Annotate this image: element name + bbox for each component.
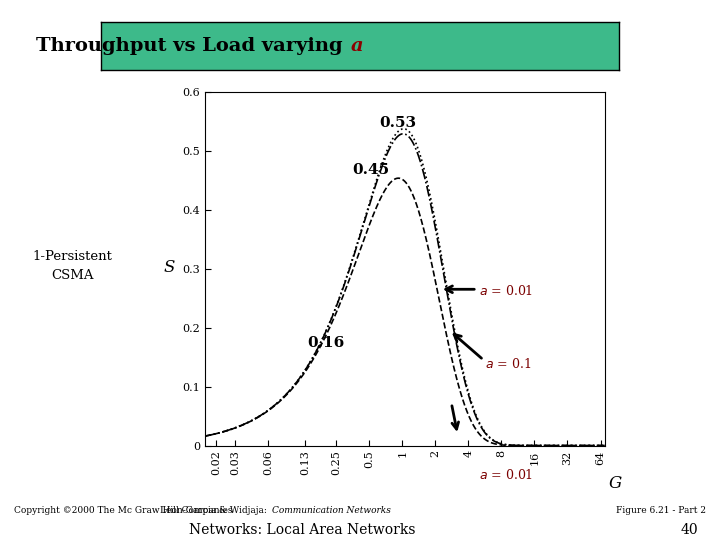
Text: 1-Persistent: 1-Persistent: [32, 250, 112, 263]
Text: Networks: Local Area Networks: Networks: Local Area Networks: [189, 523, 415, 537]
Text: 0.53: 0.53: [379, 116, 417, 130]
Text: Leon-Garcia & Widjaja:: Leon-Garcia & Widjaja:: [161, 506, 270, 515]
Text: G: G: [609, 475, 622, 492]
Text: 40: 40: [681, 523, 698, 537]
Text: $a$ = 0.01: $a$ = 0.01: [479, 468, 533, 482]
Text: 0.45: 0.45: [352, 163, 390, 177]
Text: $a$ = 0.1: $a$ = 0.1: [485, 357, 531, 371]
Text: Throughput vs Load varying: Throughput vs Load varying: [36, 37, 350, 55]
Text: Communication Networks: Communication Networks: [272, 506, 391, 515]
Text: a: a: [351, 37, 364, 55]
Text: $a$ = 0.01: $a$ = 0.01: [479, 284, 534, 298]
Text: 0.16: 0.16: [307, 336, 344, 350]
Text: Figure 6.21 - Part 2: Figure 6.21 - Part 2: [616, 506, 706, 515]
Text: Copyright ©2000 The Mc Graw Hill Companies: Copyright ©2000 The Mc Graw Hill Compani…: [14, 506, 233, 515]
Text: S: S: [163, 259, 175, 276]
Text: CSMA: CSMA: [50, 269, 94, 282]
